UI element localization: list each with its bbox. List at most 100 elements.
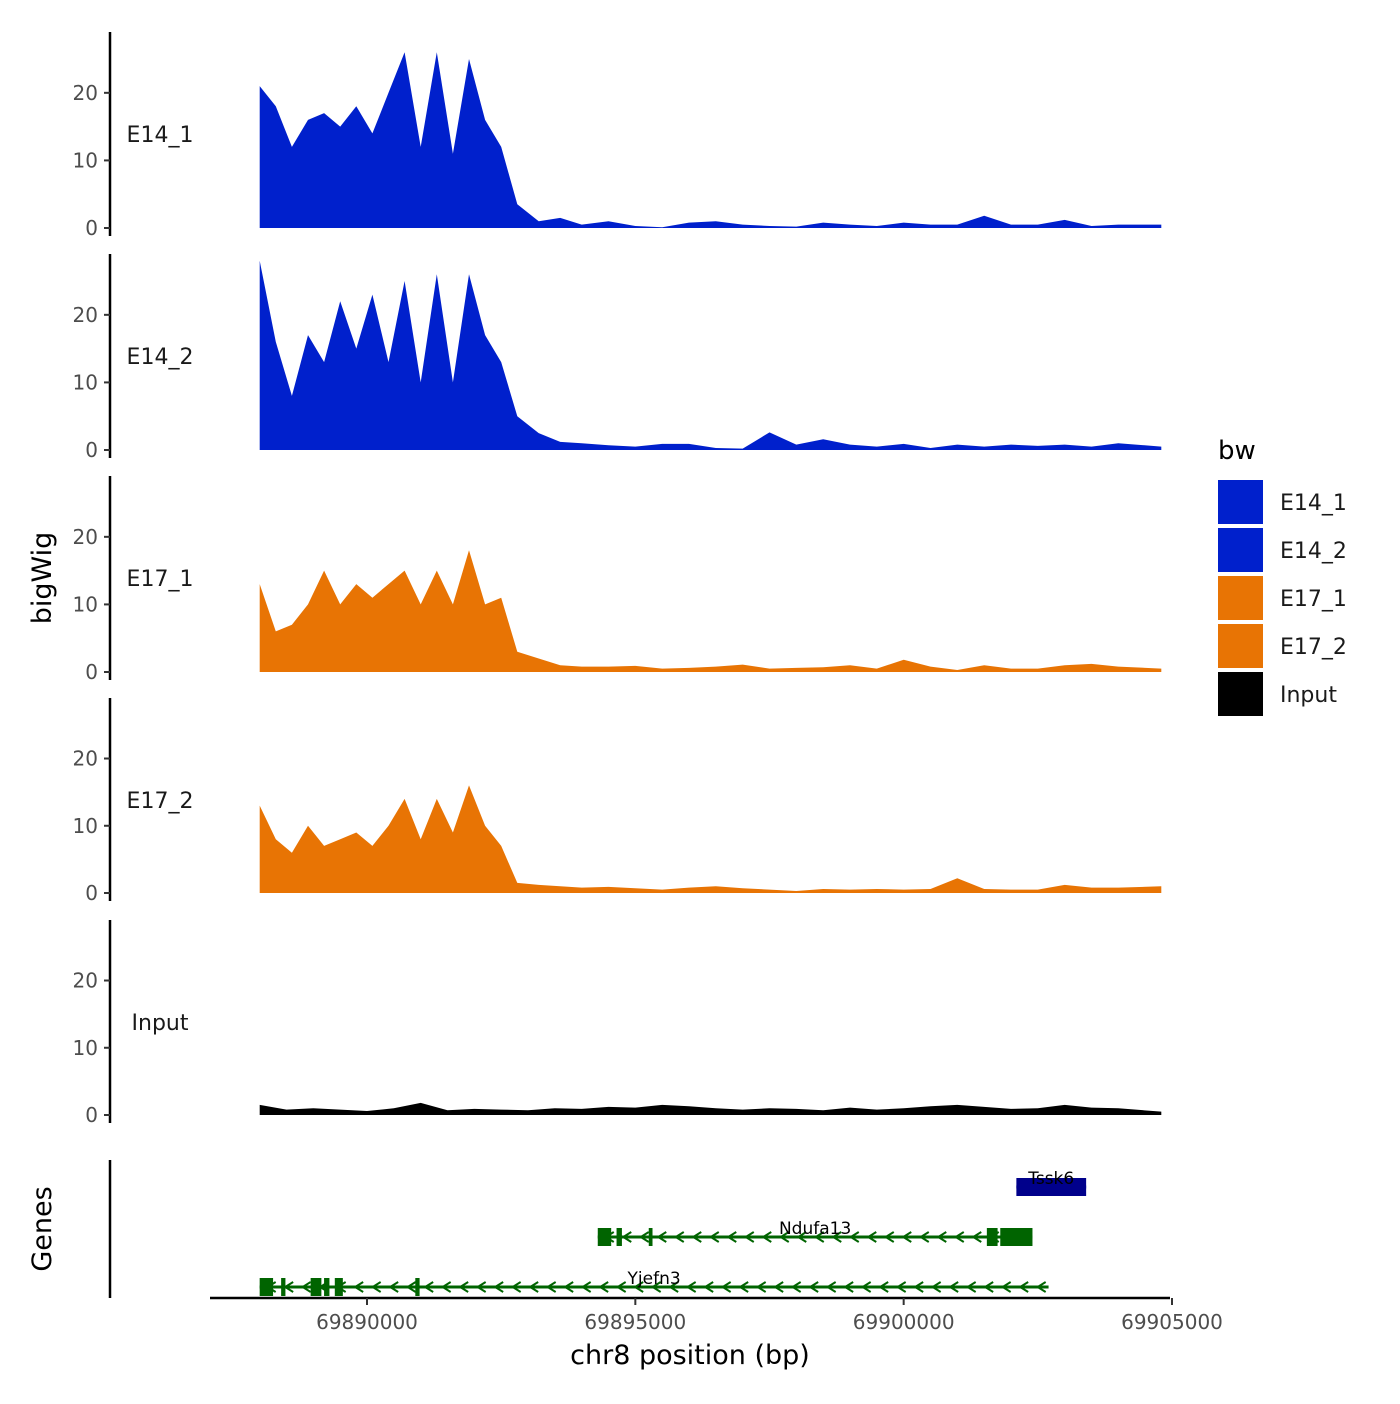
gene-label: Tssk6 — [1027, 1169, 1074, 1189]
track-Input: 0 10 20 Input — [73, 920, 1162, 1127]
strand-arrow — [913, 1281, 924, 1293]
legend-label: E17_2 — [1280, 635, 1347, 660]
strand-arrow — [510, 1281, 522, 1293]
strand-arrow — [930, 1281, 942, 1293]
strand-arrow — [761, 1231, 772, 1243]
strand-arrow — [918, 1231, 930, 1243]
strand-arrow — [673, 1231, 685, 1243]
track-label: E17_1 — [127, 567, 194, 592]
strand-arrow — [720, 1281, 732, 1293]
track-label: E14_2 — [127, 345, 194, 370]
strand-arrow — [475, 1281, 487, 1293]
strand-arrow — [878, 1281, 889, 1293]
y-tick-label: 0 — [85, 660, 98, 684]
track-label: E17_2 — [127, 789, 194, 814]
strand-arrow — [825, 1281, 837, 1293]
strand-arrow — [545, 1281, 557, 1293]
y-axis-title: bigWig — [27, 532, 58, 625]
strand-arrow — [458, 1281, 469, 1293]
strand-arrow — [831, 1231, 842, 1243]
x-tick-label: 69895000 — [584, 1310, 686, 1334]
strand-arrow — [1035, 1281, 1047, 1293]
strand-arrow — [300, 1281, 312, 1293]
strand-arrow — [668, 1281, 679, 1293]
strand-arrow — [685, 1281, 697, 1293]
gene-exon — [259, 1278, 274, 1296]
gene-exon — [415, 1278, 420, 1296]
x-tick-label: 69900000 — [853, 1310, 955, 1334]
x-tick-label: 69890000 — [316, 1310, 418, 1334]
track-label: E14_1 — [127, 123, 194, 148]
y-tick-label: 20 — [73, 969, 98, 993]
gene-exon — [986, 1228, 998, 1246]
y-tick-label: 10 — [73, 148, 98, 172]
strand-arrow — [965, 1281, 977, 1293]
area-E17_1 — [259, 550, 1162, 672]
strand-arrow — [708, 1231, 720, 1243]
genes-axis-title: Genes — [27, 1186, 58, 1271]
strand-arrow — [691, 1231, 702, 1243]
legend-label: E14_2 — [1280, 539, 1347, 564]
x-axis: 69890000 69895000 69900000 69905000 — [210, 1296, 1223, 1334]
strand-arrow — [388, 1281, 399, 1293]
track-E14_1: 0 10 20 E14_1 — [73, 32, 1162, 240]
strand-arrow — [1000, 1281, 1012, 1293]
track-E17_1: 0 10 20 E17_1 — [73, 476, 1162, 684]
strand-arrow — [703, 1281, 714, 1293]
strand-arrow — [493, 1281, 504, 1293]
strand-arrow — [773, 1281, 784, 1293]
gene-exon — [1016, 1178, 1087, 1196]
legend-key-E14_2 — [1218, 528, 1263, 572]
y-tick-label: 0 — [85, 1103, 98, 1127]
gene-label: Ndufa13 — [779, 1219, 851, 1239]
strand-arrow — [790, 1281, 802, 1293]
genes-panel: Tssk6 Ndufa13 Yjefn3 — [108, 1160, 1087, 1298]
strand-arrow — [423, 1281, 434, 1293]
strand-arrow — [953, 1231, 965, 1243]
gene-exon — [648, 1228, 653, 1246]
strand-arrow — [883, 1231, 895, 1243]
y-tick-label: 10 — [73, 1036, 98, 1060]
y-tick-label: 0 — [85, 216, 98, 240]
strand-arrow — [901, 1231, 912, 1243]
y-tick-label: 20 — [73, 303, 98, 327]
y-tick-label: 20 — [73, 525, 98, 549]
strand-arrow — [563, 1281, 574, 1293]
strand-arrow — [738, 1281, 749, 1293]
gene-exon — [597, 1228, 612, 1246]
strand-arrow — [936, 1231, 947, 1243]
area-E17_2 — [259, 785, 1162, 893]
y-tick-label: 20 — [73, 81, 98, 105]
gene-exon — [1000, 1228, 1033, 1246]
y-tick-label: 10 — [73, 370, 98, 394]
area-Input — [259, 1102, 1162, 1115]
area-E14_2 — [259, 260, 1162, 450]
strand-arrow — [656, 1231, 667, 1243]
x-tick-label: 69905000 — [1121, 1310, 1223, 1334]
strand-arrow — [796, 1231, 807, 1243]
strand-arrow — [860, 1281, 872, 1293]
y-tick-label: 10 — [73, 592, 98, 616]
legend-label: E14_1 — [1280, 491, 1347, 516]
y-tick-label: 20 — [73, 747, 98, 771]
track-E17_2: 0 10 20 E17_2 — [73, 698, 1162, 905]
strand-arrow — [621, 1231, 632, 1243]
y-tick-label: 0 — [85, 881, 98, 905]
gene-Yjefn3: Yjefn3 — [259, 1269, 1049, 1296]
strand-arrow — [353, 1281, 364, 1293]
gene-Tssk6: Tssk6 — [1016, 1169, 1087, 1196]
legend-key-Input — [1218, 672, 1263, 716]
legend-key-E17_1 — [1218, 576, 1263, 620]
strand-arrow — [633, 1281, 644, 1293]
legend-title: bw — [1218, 436, 1256, 466]
strand-arrow — [580, 1281, 592, 1293]
area-E14_1 — [259, 52, 1162, 228]
legend: bw E14_1 E14_2 E17_1 E17_2 Input — [1218, 436, 1347, 716]
legend-key-E14_1 — [1218, 480, 1263, 524]
strand-arrow — [726, 1231, 737, 1243]
legend-key-E17_2 — [1218, 624, 1263, 668]
gene-exon — [334, 1278, 343, 1296]
strand-arrow — [638, 1231, 650, 1243]
gene-exon — [324, 1278, 330, 1296]
strand-arrow — [755, 1281, 767, 1293]
